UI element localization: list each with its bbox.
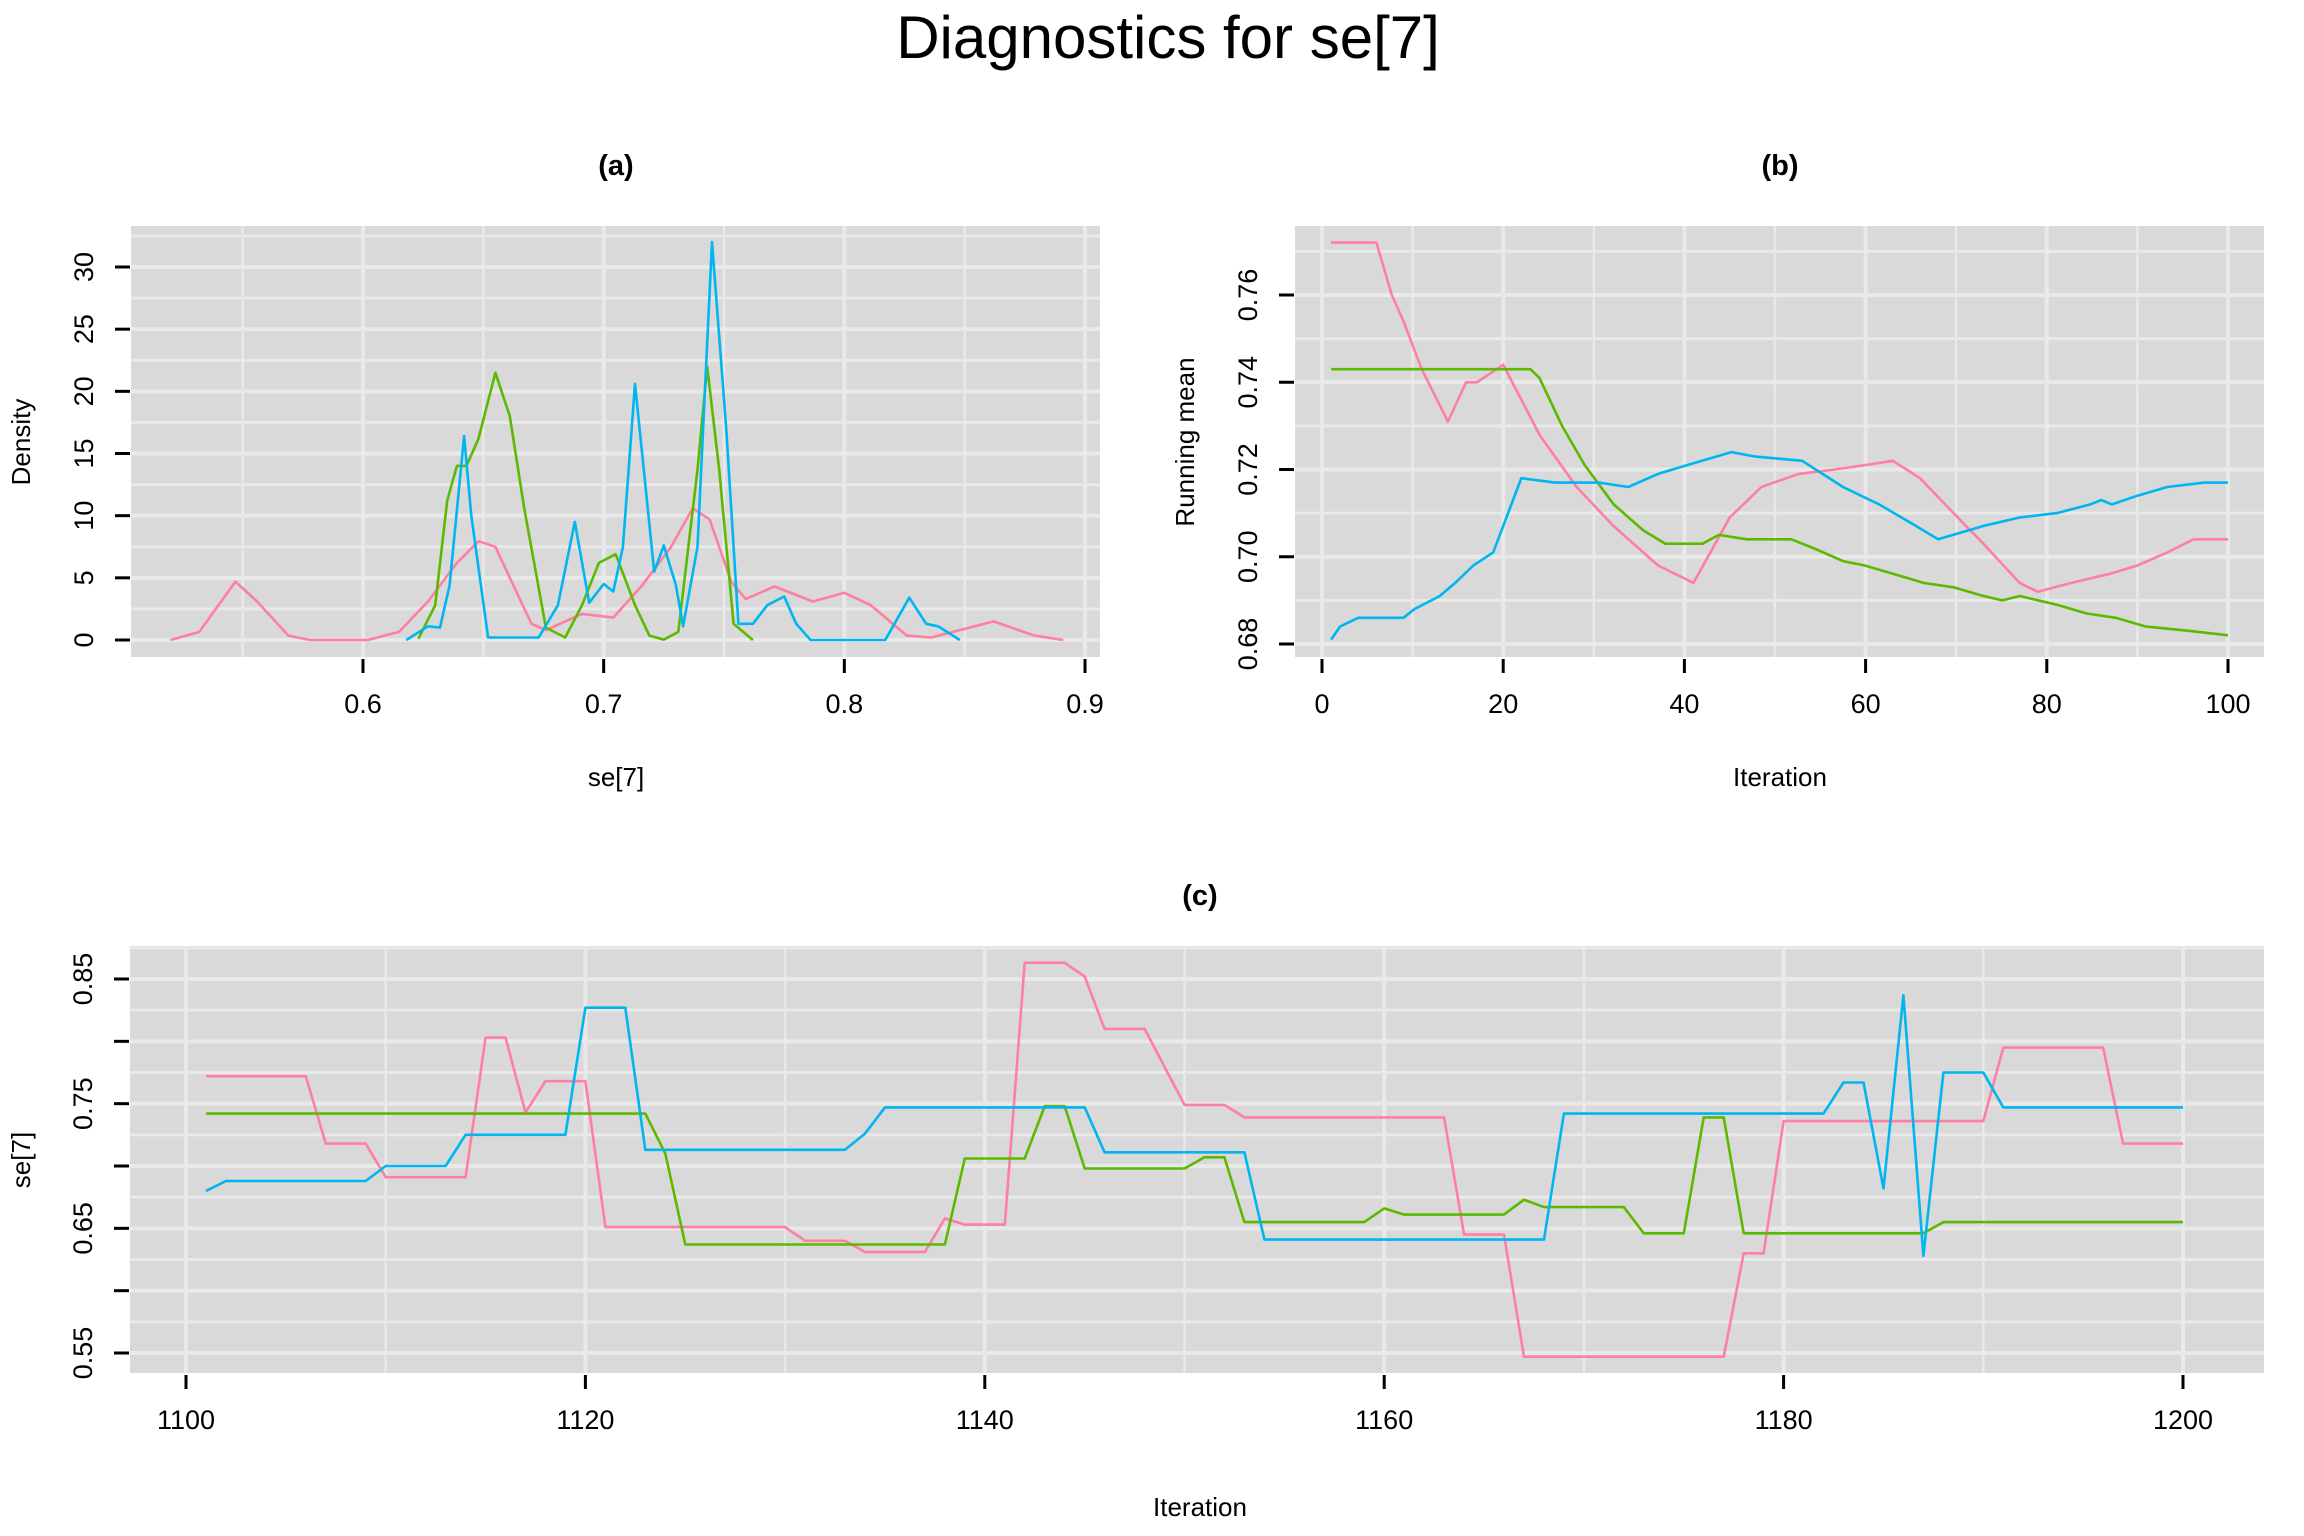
panel-b-xlabel: Iteration: [1733, 762, 1827, 792]
y-tick-label: 0.65: [68, 1202, 98, 1255]
x-tick-label: 1120: [556, 1405, 614, 1435]
panel-c-ylabel: se[7]: [6, 1132, 36, 1188]
panel-a-ylabel: Density: [6, 399, 36, 486]
panel-b-title: (b): [1761, 150, 1798, 182]
series-line-chain3: [1330, 450, 2228, 641]
y-tick-label: 0.76: [1233, 269, 1263, 322]
series-line-chain2: [206, 1104, 2183, 1246]
y-tick-label: 0.70: [1233, 530, 1263, 583]
x-tick-label: 0.7: [585, 689, 623, 719]
density-panel: 0.6 0.7 0.8 0.9 0 5 10 15 20 25 30: [69, 226, 1104, 719]
x-tick-label: 0.6: [344, 689, 382, 719]
y-tick-label: 0.85: [68, 953, 98, 1006]
running-mean-panel: 0 20 40 60 80 100 0.68 0.70 0.72 0.74 0.76: [1233, 226, 2264, 719]
y-tick-label: 0.68: [1233, 618, 1263, 671]
y-tick-label: 5: [69, 570, 99, 585]
figure-title: Diagnostics for se[7]: [896, 4, 1440, 71]
series-line-chain2: [1331, 367, 2229, 637]
x-tick-label: 0.8: [826, 689, 864, 719]
trace-panel: 1100 1120 1140 1160 1180 1200 0.55 0.65 0.75 0.85: [68, 946, 2264, 1435]
panel-a-xlabel: se[7]: [588, 762, 644, 792]
y-tick-label: 20: [69, 376, 99, 406]
x-tick-label: 1160: [1355, 1405, 1413, 1435]
y-tick-label: 0.74: [1233, 356, 1263, 409]
y-tick-label: 30: [69, 252, 99, 282]
panel-c-xlabel: Iteration: [1153, 1492, 1247, 1522]
panel-b-ylabel: Running mean: [1170, 357, 1200, 526]
x-tick-label: 100: [2205, 689, 2250, 719]
x-tick-label: 60: [1851, 689, 1881, 719]
panel-c-title: (c): [1182, 880, 1217, 912]
series-line-chain3: [405, 240, 961, 642]
x-tick-label: 40: [1669, 689, 1699, 719]
series-line-chain1: [1331, 241, 2228, 594]
y-tick-label: 0.55: [68, 1327, 98, 1380]
x-tick-label: 1140: [956, 1405, 1014, 1435]
x-tick-label: 20: [1488, 689, 1518, 719]
plot-background: [1295, 226, 2264, 657]
x-tick-label: 80: [2032, 689, 2062, 719]
y-tick-label: 0.72: [1233, 443, 1263, 496]
y-tick-label: 0.75: [68, 1077, 98, 1130]
x-tick-label: 0.9: [1066, 689, 1104, 719]
x-tick-label: 0: [1314, 689, 1329, 719]
series-line-chain3: [205, 993, 2183, 1258]
panel-a-title: (a): [598, 150, 633, 182]
y-tick-label: 25: [69, 314, 99, 344]
y-tick-label: 10: [69, 501, 99, 531]
x-tick-label: 1100: [157, 1405, 215, 1435]
y-tick-label: 0: [69, 632, 99, 647]
plot-background: [130, 946, 2264, 1373]
x-tick-label: 1180: [1755, 1405, 1813, 1435]
series-line-chain1: [206, 961, 2183, 1358]
plot-background: [131, 226, 1100, 657]
y-tick-label: 15: [69, 438, 99, 468]
series-line-chain2: [417, 365, 754, 641]
x-tick-label: 1200: [2153, 1405, 2213, 1435]
